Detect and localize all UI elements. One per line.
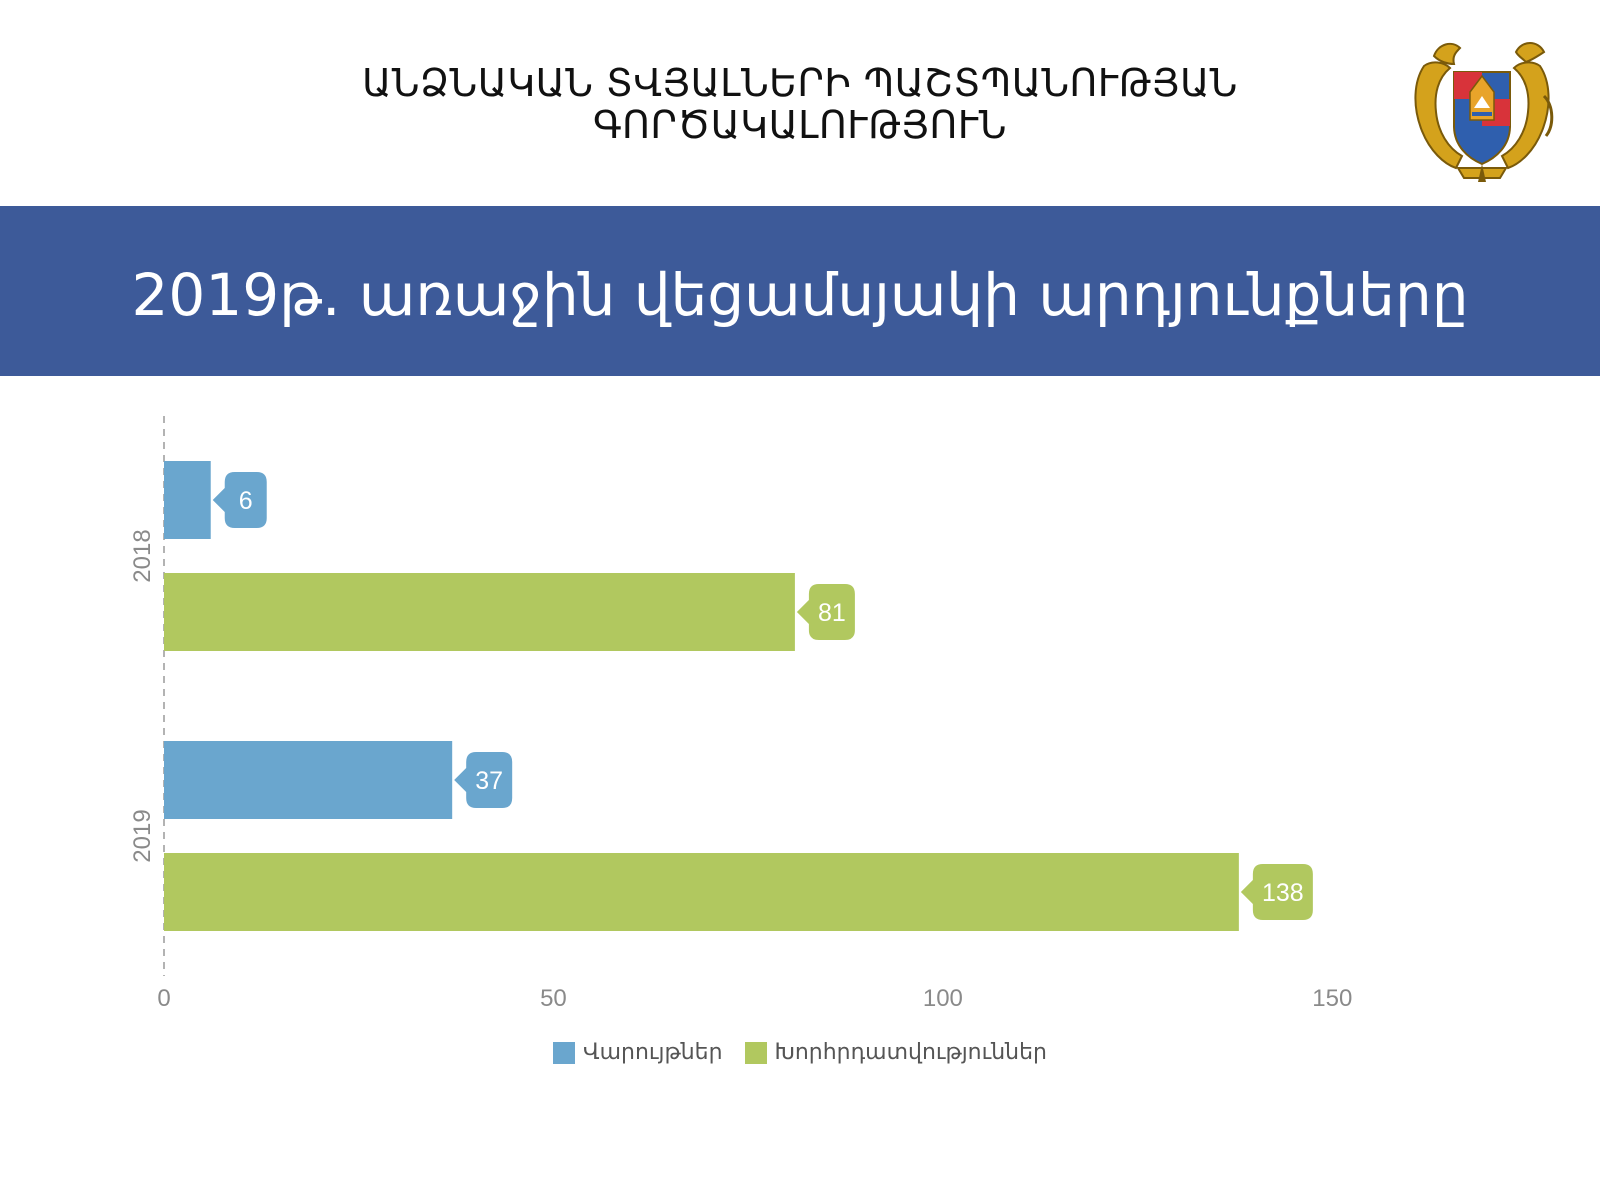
data-label-2018-series0: 6 xyxy=(239,487,253,515)
data-label-2018-series1: 81 xyxy=(818,599,846,627)
title-banner: 2019թ. առաջին վեցամսյակի արդյունքները xyxy=(0,206,1600,376)
category-label-2018: 2018 xyxy=(129,529,156,582)
data-label-2019-series0: 37 xyxy=(475,767,503,795)
bar-2018-series1 xyxy=(164,573,795,651)
bar-2018-series0 xyxy=(164,461,211,539)
org-title-line1: ԱՆՁՆԱԿԱՆ ՏՎՅԱԼՆԵՐԻ ՊԱՇՏՊԱՆՈՒԹՅԱՆ xyxy=(362,61,1238,105)
header: ԱՆՁՆԱԿԱՆ ՏՎՅԱԼՆԵՐԻ ՊԱՇՏՊԱՆՈՒԹՅԱՆ ԳՈՐԾԱԿԱ… xyxy=(0,0,1600,206)
x-tick-label-150: 150 xyxy=(1312,985,1352,1012)
x-tick-label-50: 50 xyxy=(540,985,567,1012)
data-label-bg-2019-series1 xyxy=(1240,864,1313,920)
legend-label-series1: Խորհրդատվություններ xyxy=(774,1040,1047,1065)
page-title: 2019թ. առաջին վեցամսյակի արդյունքները xyxy=(131,261,1469,329)
legend-item-series1: Խորհրդատվություններ xyxy=(744,1040,1047,1065)
x-tick-label-0: 0 xyxy=(157,985,170,1012)
data-label-bg-2019-series0 xyxy=(454,752,513,808)
legend-label-series0: Վարույթներ xyxy=(583,1040,723,1065)
legend-swatch-series0 xyxy=(553,1041,576,1064)
legend-item-series0: Վարույթներ xyxy=(553,1040,723,1065)
x-tick-label-100: 100 xyxy=(923,985,963,1012)
category-label-2019: 2019 xyxy=(129,809,156,862)
chart-legend: Վարույթներ Խորհրդատվություններ xyxy=(0,1040,1600,1065)
data-label-2019-series1: 138 xyxy=(1262,879,1304,907)
data-label-bg-2018-series1 xyxy=(796,584,855,640)
legend-swatch-series1 xyxy=(744,1041,767,1064)
bar-chart: 2018 6 81 2019 37 138 0 50 100 150 xyxy=(129,416,1352,1012)
coat-of-arms-icon xyxy=(1414,42,1554,182)
bar-2019-series0 xyxy=(164,741,453,819)
bar-2019-series1 xyxy=(164,853,1239,931)
org-title: ԱՆՁՆԱԿԱՆ ՏՎՅԱԼՆԵՐԻ ՊԱՇՏՊԱՆՈՒԹՅԱՆ ԳՈՐԾԱԿԱ… xyxy=(240,62,1360,146)
data-label-bg-2018-series0 xyxy=(212,472,267,528)
org-title-line2: ԳՈՐԾԱԿԱԼՈՒԹՅՈՒՆ xyxy=(593,103,1007,147)
